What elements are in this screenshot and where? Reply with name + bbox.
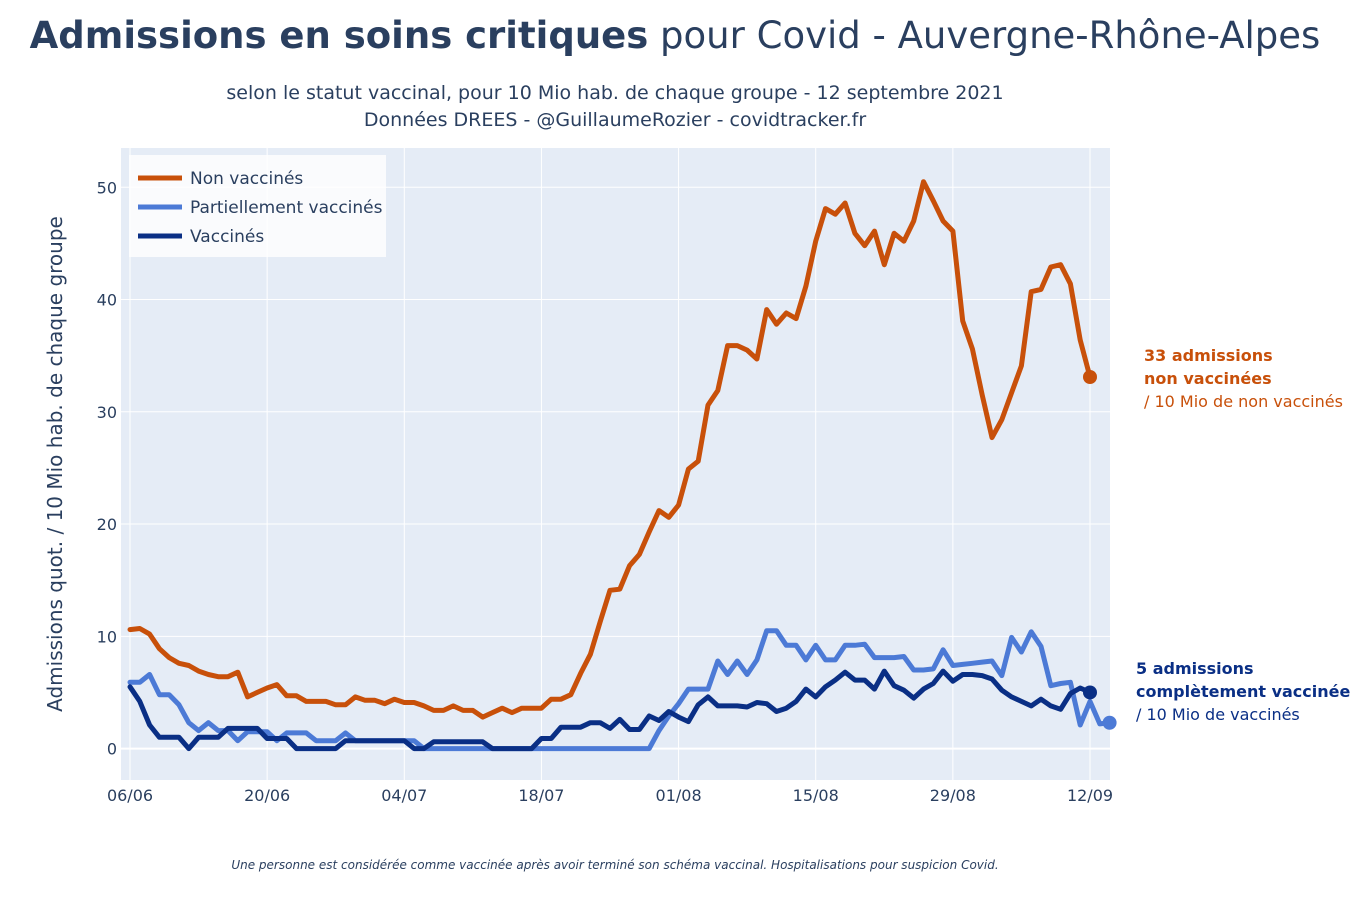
annotation-non-vaccines-line-1: 33 admissions (1144, 346, 1273, 365)
series-end-marker (1102, 715, 1117, 730)
x-tick-label: 20/06 (244, 786, 290, 805)
series-line (127, 668, 1093, 752)
y-tick-label: 50 (97, 178, 117, 197)
chart-subtitle-line-1: selon le statut vaccinal, pour 10 Mio ha… (226, 82, 1004, 104)
x-tick-label: 15/08 (793, 786, 839, 805)
series-line (127, 179, 1093, 720)
legend-label: Vaccinés (190, 227, 264, 247)
annotation-non-vaccines-line-3: / 10 Mio de non vaccinés (1144, 392, 1343, 411)
y-tick-label: 20 (97, 515, 117, 534)
legend-label: Partiellement vaccinés (190, 198, 383, 218)
legend-label: Non vaccinés (190, 169, 303, 189)
series-end-marker (1083, 370, 1097, 385)
annotation-vaccines-line-3: / 10 Mio de vaccinés (1136, 705, 1300, 724)
annotation-vaccines-line-2: complètement vaccinée (1136, 682, 1350, 701)
series-end-marker (1083, 685, 1097, 700)
x-tick-label: 29/08 (930, 786, 976, 805)
annotation-vaccines: 5 admissions complètement vaccinée / 10 … (1136, 657, 1350, 726)
x-tick-label: 18/07 (518, 786, 564, 805)
x-tick-label: 01/08 (656, 786, 702, 805)
chart-subtitle-line-2: Données DREES - @GuillaumeRozier - covid… (363, 109, 867, 131)
footnote: Une personne est considérée comme vaccin… (231, 858, 999, 872)
y-tick-label: 10 (97, 627, 117, 646)
chart-title-rest: pour Covid - Auvergne-Rhône-Alpes (648, 14, 1321, 57)
y-tick-label: 40 (97, 291, 117, 310)
x-tick-label: 12/09 (1067, 786, 1113, 805)
y-axis-title: Admissions quot. / 10 Mio hab. de chaque… (43, 216, 67, 712)
annotation-non-vaccines: 33 admissions non vaccinées / 10 Mio de … (1144, 344, 1343, 413)
y-tick-label: 0 (107, 740, 117, 759)
x-tick-label: 04/07 (381, 786, 427, 805)
series-line (127, 628, 1113, 752)
y-tick-label: 30 (97, 403, 117, 422)
chart-title-bold: Admissions en soins critiques (29, 14, 649, 57)
chart-title: Admissions en soins critiques pour Covid… (0, 14, 1350, 57)
annotation-vaccines-line-1: 5 admissions (1136, 659, 1254, 678)
annotation-non-vaccines-line-2: non vaccinées (1144, 369, 1272, 388)
x-tick-label: 06/06 (107, 786, 153, 805)
